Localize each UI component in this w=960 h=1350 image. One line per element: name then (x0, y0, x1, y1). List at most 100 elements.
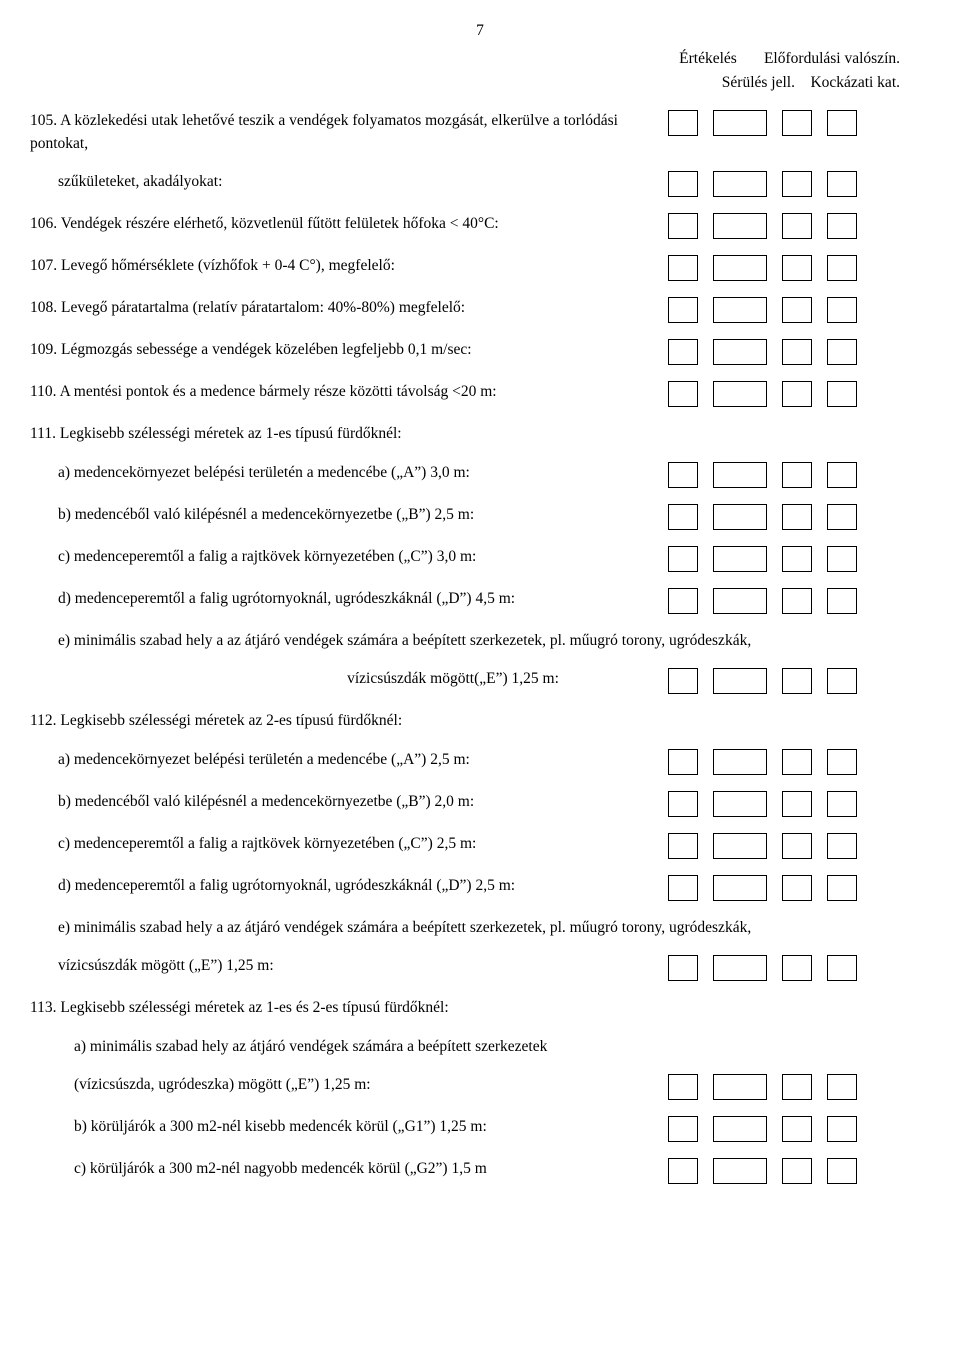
rating-box-3[interactable] (827, 833, 857, 859)
item-text: c) medenceperemtől a falig a rajtkövek k… (58, 546, 668, 568)
rating-box-3[interactable] (827, 546, 857, 572)
rating-box-3[interactable] (827, 213, 857, 239)
rating-box-1[interactable] (713, 668, 767, 694)
rating-box-0[interactable] (668, 749, 698, 775)
rating-box-0[interactable] (668, 546, 698, 572)
rating-box-1[interactable] (713, 875, 767, 901)
rating-box-1[interactable] (713, 110, 767, 136)
rating-box-0[interactable] (668, 297, 698, 323)
rating-box-3[interactable] (827, 381, 857, 407)
rating-box-3[interactable] (827, 791, 857, 817)
rating-box-2[interactable] (782, 110, 812, 136)
form-row: 110. A mentési pontok és a medence bárme… (30, 381, 930, 407)
rating-box-2[interactable] (782, 213, 812, 239)
rating-box-3[interactable] (827, 668, 857, 694)
rating-box-group (668, 875, 930, 901)
rating-box-3[interactable] (827, 875, 857, 901)
rating-box-0[interactable] (668, 833, 698, 859)
rating-box-0[interactable] (668, 381, 698, 407)
rating-box-3[interactable] (827, 297, 857, 323)
rating-box-0[interactable] (668, 110, 698, 136)
rating-box-1[interactable] (713, 955, 767, 981)
rating-box-group (668, 213, 930, 239)
rating-box-0[interactable] (668, 1116, 698, 1142)
rating-box-2[interactable] (782, 668, 812, 694)
rating-box-1[interactable] (713, 833, 767, 859)
rating-box-2[interactable] (782, 297, 812, 323)
rating-box-1[interactable] (713, 588, 767, 614)
rating-box-1[interactable] (713, 213, 767, 239)
rating-box-1[interactable] (713, 504, 767, 530)
rating-box-3[interactable] (827, 588, 857, 614)
rating-box-0[interactable] (668, 955, 698, 981)
form-row: b) medencéből való kilépésnél a medencek… (30, 504, 930, 530)
item-text: a) medencekörnyezet belépési területén a… (58, 749, 668, 771)
rating-box-0[interactable] (668, 339, 698, 365)
rating-box-group (668, 339, 930, 365)
rating-box-0[interactable] (668, 1158, 698, 1184)
rating-box-2[interactable] (782, 255, 812, 281)
rating-box-2[interactable] (782, 1116, 812, 1142)
rating-box-2[interactable] (782, 462, 812, 488)
rating-box-2[interactable] (782, 504, 812, 530)
item-text: a) medencekörnyezet belépési területén a… (58, 462, 668, 484)
rating-box-1[interactable] (713, 297, 767, 323)
rating-box-0[interactable] (668, 462, 698, 488)
rating-box-2[interactable] (782, 749, 812, 775)
rating-box-3[interactable] (827, 339, 857, 365)
rating-box-2[interactable] (782, 381, 812, 407)
rating-box-2[interactable] (782, 339, 812, 365)
rating-box-3[interactable] (827, 504, 857, 530)
rating-box-1[interactable] (713, 255, 767, 281)
rating-box-3[interactable] (827, 1116, 857, 1142)
rating-box-1[interactable] (713, 462, 767, 488)
rating-box-1[interactable] (713, 546, 767, 572)
item-text: d) medenceperemtől a falig ugrótornyokná… (58, 588, 668, 610)
rating-box-0[interactable] (668, 668, 698, 694)
rating-box-3[interactable] (827, 110, 857, 136)
rating-box-2[interactable] (782, 955, 812, 981)
rating-box-2[interactable] (782, 791, 812, 817)
rating-box-0[interactable] (668, 791, 698, 817)
rating-box-1[interactable] (713, 1116, 767, 1142)
rating-box-group (668, 1074, 930, 1100)
rating-box-1[interactable] (713, 749, 767, 775)
rating-box-2[interactable] (782, 875, 812, 901)
rating-box-3[interactable] (827, 1074, 857, 1100)
item-text: 113. Legkisebb szélességi méretek az 1-e… (30, 997, 668, 1019)
rating-box-3[interactable] (827, 955, 857, 981)
rating-box-3[interactable] (827, 462, 857, 488)
item-text: 110. A mentési pontok és a medence bárme… (30, 381, 668, 403)
rating-box-1[interactable] (713, 171, 767, 197)
form-row: 109. Légmozgás sebessége a vendégek köze… (30, 339, 930, 365)
form-row: 106. Vendégek részére elérhető, közvetle… (30, 213, 930, 239)
rating-box-1[interactable] (713, 791, 767, 817)
rating-box-2[interactable] (782, 171, 812, 197)
rating-box-group (668, 833, 930, 859)
rating-box-0[interactable] (668, 875, 698, 901)
rating-box-0[interactable] (668, 213, 698, 239)
rating-box-0[interactable] (668, 504, 698, 530)
rating-box-1[interactable] (713, 339, 767, 365)
form-row: e) minimális szabad hely a az átjáró ven… (30, 917, 930, 939)
rating-box-3[interactable] (827, 1158, 857, 1184)
rating-box-1[interactable] (713, 381, 767, 407)
rating-box-1[interactable] (713, 1158, 767, 1184)
rating-box-3[interactable] (827, 171, 857, 197)
rating-box-3[interactable] (827, 255, 857, 281)
rating-box-0[interactable] (668, 255, 698, 281)
header-serules: Sérülés jell. (722, 74, 795, 91)
rating-box-1[interactable] (713, 1074, 767, 1100)
item-text: 111. Legkisebb szélességi méretek az 1-e… (30, 423, 668, 445)
rating-box-2[interactable] (782, 546, 812, 572)
item-text: 109. Légmozgás sebessége a vendégek köze… (30, 339, 668, 361)
rating-box-0[interactable] (668, 171, 698, 197)
rating-box-0[interactable] (668, 588, 698, 614)
rating-box-2[interactable] (782, 1158, 812, 1184)
rating-box-2[interactable] (782, 1074, 812, 1100)
form-row: c) körüljárók a 300 m2-nél nagyobb meden… (30, 1158, 930, 1184)
rating-box-0[interactable] (668, 1074, 698, 1100)
rating-box-3[interactable] (827, 749, 857, 775)
rating-box-2[interactable] (782, 833, 812, 859)
rating-box-2[interactable] (782, 588, 812, 614)
